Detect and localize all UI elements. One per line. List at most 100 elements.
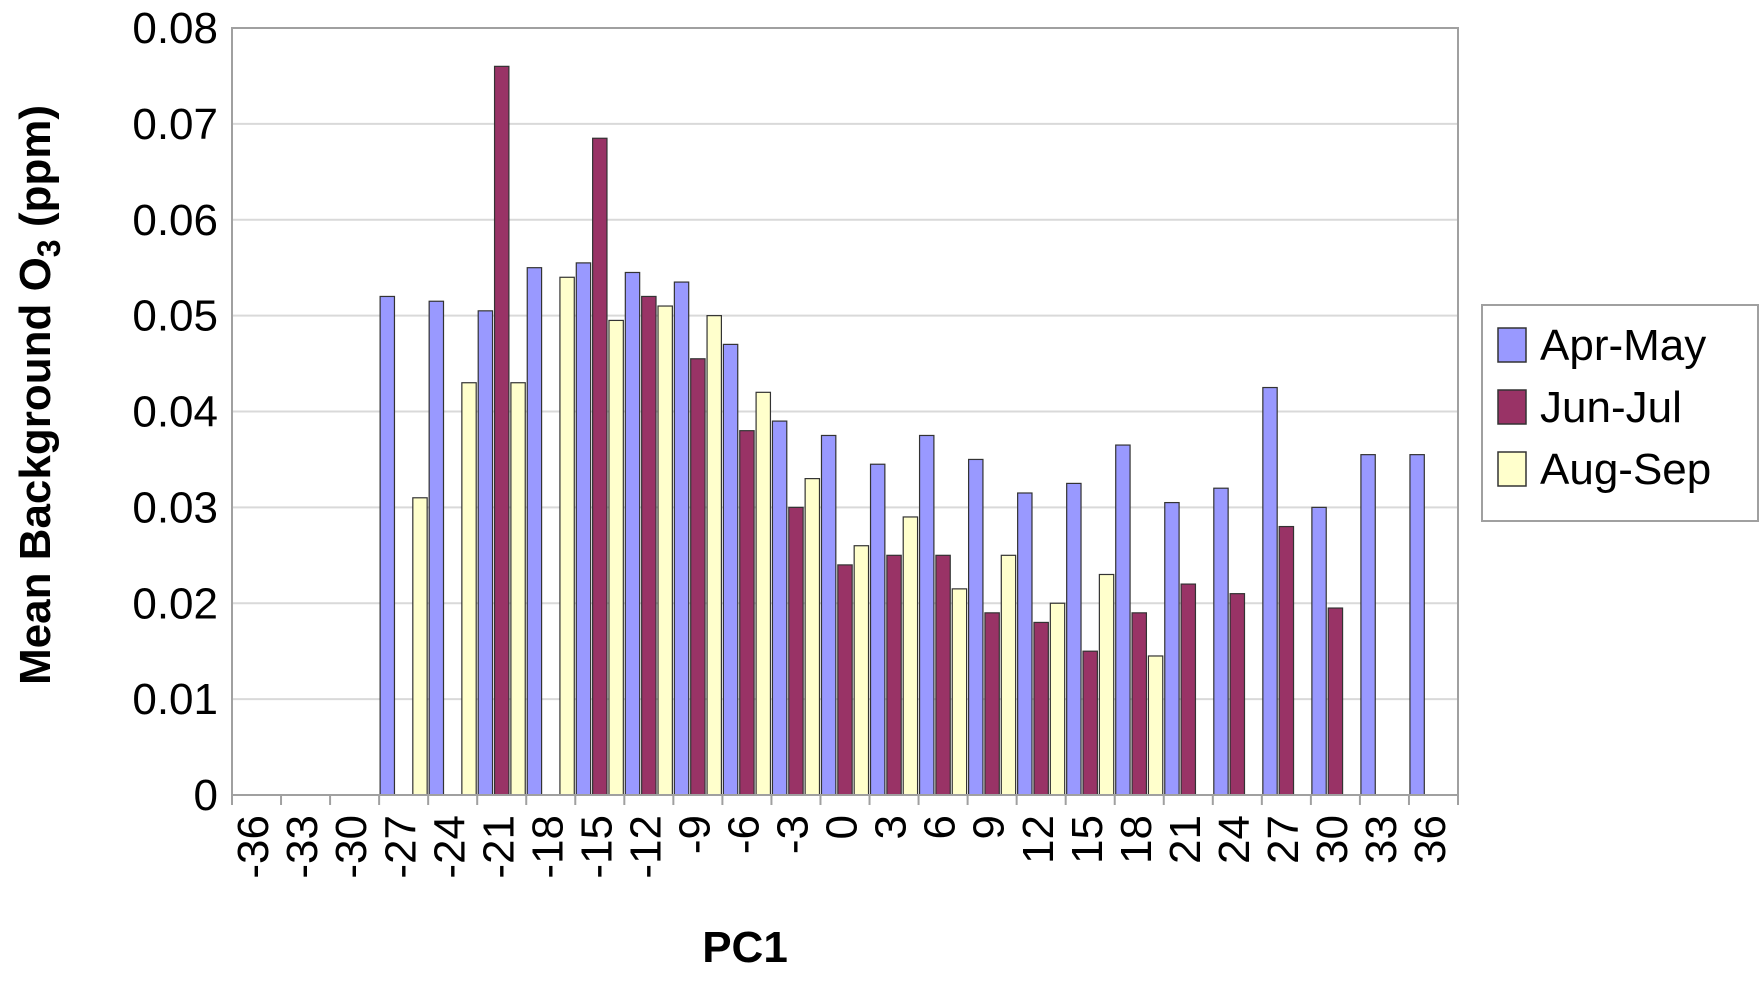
bar-jun-jul <box>1033 621 1049 796</box>
bar-jun-jul <box>837 564 853 796</box>
bar-apr-may <box>1311 506 1327 796</box>
bar-jun-jul <box>1229 593 1246 796</box>
bar-jun-jul <box>788 506 804 796</box>
y-tick-label: 0.08 <box>132 4 218 53</box>
x-tick-label: 0 <box>818 815 867 839</box>
bar-jun-jul <box>1278 525 1295 796</box>
x-axis <box>231 794 1459 805</box>
x-tick-label: 18 <box>1112 815 1161 864</box>
bar-apr-may <box>1066 482 1082 796</box>
bar-apr-may <box>820 434 837 796</box>
x-tick-label: -9 <box>671 815 720 854</box>
x-tick-label: -21 <box>474 815 523 879</box>
x-tick-label: 9 <box>965 815 1014 839</box>
x-axis-tick-labels: -36 -33 -30 -27 -24 -21 -18 -15 -12 -9 -6 -3 0 3 6 9 12 1… <box>229 815 1455 879</box>
bar-aug-sep <box>1000 554 1017 796</box>
bar-jun-jul <box>739 430 755 796</box>
x-tick-label: 27 <box>1259 815 1308 864</box>
bar-jun-jul <box>886 554 902 796</box>
legend: Apr-May Jun-Jul Aug-Sep <box>1481 304 1759 522</box>
x-tick-label: 15 <box>1063 815 1112 864</box>
x-tick-label: 3 <box>867 815 916 839</box>
x-tick-label: 30 <box>1308 815 1357 864</box>
bar-apr-may <box>1409 454 1425 796</box>
bar-aug-sep <box>1049 602 1066 796</box>
bar-jun-jul <box>592 137 608 796</box>
x-tick-label: 33 <box>1357 815 1406 864</box>
x-tick-label: -30 <box>327 815 376 879</box>
bar-apr-may <box>771 420 788 796</box>
bar-aug-sep <box>706 315 723 796</box>
y-tick-label: 0.02 <box>132 579 218 628</box>
x-tick-label: -33 <box>278 815 327 879</box>
y-axis-title-subscript: 3 <box>31 239 67 257</box>
x-tick-label: -27 <box>376 815 425 879</box>
legend-swatch <box>1497 451 1527 487</box>
x-tick-label: 12 <box>1014 815 1063 864</box>
bar-apr-may <box>722 343 739 796</box>
bar-apr-may <box>1164 501 1180 796</box>
bar-aug-sep <box>510 382 526 796</box>
bar-jun-jul <box>1180 583 1197 796</box>
legend-box <box>1481 304 1759 522</box>
bars <box>379 65 1425 796</box>
y-tick-label: 0.04 <box>132 388 218 437</box>
bar-jun-jul <box>935 554 951 796</box>
y-axis-tick-labels: 0 0.01 0.02 0.03 0.04 0.05 0.06 0.07 0.08 <box>132 4 218 820</box>
bar-aug-sep <box>804 478 821 796</box>
x-tick-label: 6 <box>916 815 965 839</box>
x-tick-label: -12 <box>621 815 670 879</box>
bar-apr-may <box>869 463 886 796</box>
bar-aug-sep <box>657 305 673 796</box>
bar-aug-sep <box>902 516 919 796</box>
bar-apr-may <box>428 300 445 796</box>
x-tick-label: 24 <box>1210 815 1259 864</box>
bar-aug-sep <box>608 319 624 796</box>
x-tick-label: 36 <box>1406 815 1455 864</box>
bar-apr-may <box>624 271 641 796</box>
y-tick-label: 0.01 <box>132 675 218 724</box>
legend-label: Apr-May <box>1540 321 1706 370</box>
legend-swatch <box>1497 389 1527 425</box>
bar-apr-may <box>1262 386 1278 796</box>
bar-jun-jul <box>641 295 657 796</box>
x-tick-label: -36 <box>229 815 278 879</box>
bar-aug-sep <box>559 276 575 796</box>
x-tick-label: -24 <box>425 815 474 879</box>
bar-aug-sep <box>1147 655 1164 796</box>
x-tick-label: -6 <box>720 815 769 854</box>
bar-jun-jul <box>1082 650 1098 796</box>
legend-swatch <box>1497 327 1527 363</box>
bar-aug-sep <box>755 391 772 796</box>
bar-apr-may <box>575 262 592 796</box>
bar-apr-may <box>1017 492 1033 796</box>
bar-jun-jul <box>690 358 706 796</box>
y-tick-label: 0.05 <box>132 292 218 341</box>
bar-aug-sep <box>461 382 477 796</box>
y-tick-label: 0.03 <box>132 483 218 532</box>
bar-apr-may <box>1115 444 1131 796</box>
y-tick-label: 0 <box>194 771 218 820</box>
y-tick-label: 0.06 <box>132 196 218 245</box>
bar-apr-may <box>967 458 984 796</box>
x-tick-label: -18 <box>523 815 572 879</box>
legend-label: Jun-Jul <box>1540 383 1682 432</box>
x-tick-label: -3 <box>769 815 818 854</box>
bar-aug-sep <box>853 545 870 796</box>
bar-jun-jul <box>984 612 1000 796</box>
y-axis-title-suffix: (ppm) <box>11 105 60 239</box>
x-tick-label: -15 <box>572 815 621 879</box>
bar-apr-may <box>526 267 543 796</box>
bar-apr-may <box>477 310 494 796</box>
bar-jun-jul <box>1131 612 1148 796</box>
bar-apr-may <box>918 434 935 796</box>
bar-apr-may <box>1213 487 1229 796</box>
bar-apr-may <box>1360 454 1376 796</box>
bar-apr-may <box>379 295 396 796</box>
x-tick-label: 21 <box>1161 815 1210 864</box>
bar-apr-may <box>673 281 690 796</box>
bar-aug-sep <box>951 588 968 796</box>
bar-aug-sep <box>1098 573 1115 796</box>
legend-label: Aug-Sep <box>1540 445 1711 494</box>
